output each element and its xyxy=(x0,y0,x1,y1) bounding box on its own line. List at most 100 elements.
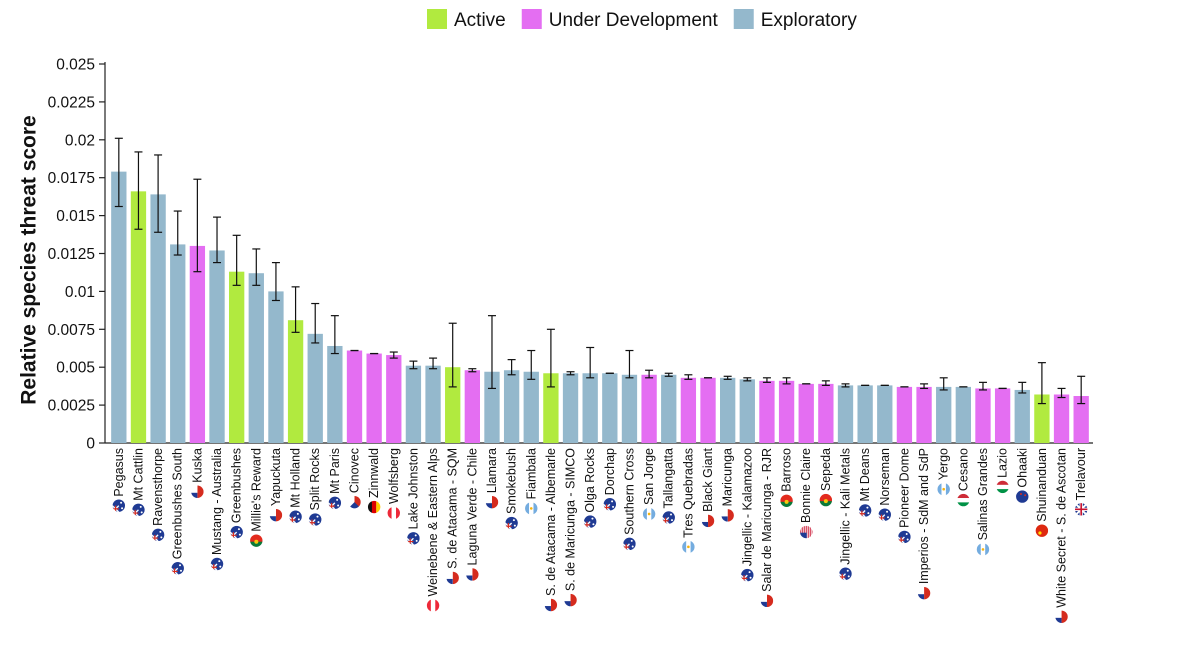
error-bar-lake-johnston xyxy=(409,360,418,370)
category-label: Cesano xyxy=(956,448,970,491)
bar-millie-s-reward xyxy=(248,273,264,443)
uk-flag-icon xyxy=(1074,502,1088,517)
bar-mt-deans xyxy=(857,385,873,443)
x-label-tres-quebradas: Tres Quebradas xyxy=(681,448,695,554)
new-zealand-flag-icon xyxy=(1015,489,1030,504)
error-bar-olga-rocks xyxy=(586,346,595,379)
australia-flag-icon xyxy=(112,498,126,513)
bars xyxy=(111,171,1089,444)
x-label-mt-paris: Mt Paris xyxy=(328,448,342,510)
category-label: Maricunga xyxy=(721,448,735,506)
x-label-cesano: Cesano xyxy=(956,448,970,507)
germany-flag-icon xyxy=(367,500,381,514)
x-label-cinovec: Cinovec xyxy=(348,448,362,509)
bar-smokebush xyxy=(503,370,520,443)
x-label-mt-holland: Mt Holland xyxy=(289,448,303,524)
austria-flag-icon xyxy=(386,506,401,520)
x-label-mustang-australia: Mustang - Australia xyxy=(210,448,224,571)
y-tick-label: 0.02 xyxy=(65,132,95,149)
bar-greenbushes xyxy=(229,271,245,443)
x-label-norseman: Norseman xyxy=(878,448,892,522)
x-label-s-de-maricunga-simco: S. de Maricunga - SIMCO xyxy=(564,448,578,607)
argentina-flag-icon xyxy=(642,507,656,521)
australia-flag-icon xyxy=(583,514,597,529)
legend-swatch xyxy=(733,9,754,29)
x-label-san-jorge: San Jorge xyxy=(642,448,656,521)
category-label: White Secret - S. de Ascotan xyxy=(1055,448,1069,608)
bar-fiambala xyxy=(523,371,539,443)
error-bar-san-jorge xyxy=(645,369,654,379)
x-label-kuska: Kuska xyxy=(190,448,205,499)
y-tick-label: 0.0075 xyxy=(48,322,95,339)
error-bar-mustang-australia xyxy=(213,216,222,264)
error-bar-southern-cross xyxy=(625,349,634,379)
error-bar-yapuckuta xyxy=(271,261,280,302)
error-bar-sepeda xyxy=(821,380,830,386)
legend-item-active: Active xyxy=(427,9,506,31)
australia-flag-icon xyxy=(308,512,323,527)
australia-flag-icon xyxy=(328,496,342,510)
error-bar-maricunga xyxy=(723,375,732,380)
category-label: Salinas Grandes xyxy=(976,448,990,540)
y-axis: 0 0.0025 0.005 0.0075 0.01 0.0125 0.015 0.0175 0… xyxy=(48,57,1093,453)
category-label: Yergo xyxy=(937,448,951,480)
error-bar-tallangatta xyxy=(664,372,673,377)
category-label: Kuska xyxy=(190,448,204,483)
bar-split-rocks xyxy=(307,333,323,443)
category-label: Cinovec xyxy=(348,448,362,493)
x-label-maricunga: Maricunga xyxy=(721,448,735,523)
bar-maricunga xyxy=(720,377,736,443)
bar-ravensthorpe xyxy=(150,194,166,443)
category-label: Lake Johnston xyxy=(406,448,420,529)
category-label: Sepeda xyxy=(819,448,833,491)
category-label: Greenbushes xyxy=(230,448,244,523)
category-label: Norseman xyxy=(878,448,892,506)
china-flag-icon xyxy=(1035,523,1049,538)
x-label-s-de-atacama-sqm: S. de Atacama - SQM xyxy=(445,448,460,585)
error-bar-trelavour xyxy=(1077,375,1086,405)
portugal-flag-icon xyxy=(819,493,833,507)
x-label-dorchap: Dorchap xyxy=(603,448,617,512)
category-label: Greenbushes South xyxy=(171,448,185,559)
chile-flag-icon xyxy=(544,598,558,612)
chile-flag-icon xyxy=(190,484,205,499)
x-label-salinas-grandes: Salinas Grandes xyxy=(976,448,990,557)
category-label: Mustang - Australia xyxy=(210,448,224,555)
legend-item-under-development: Under Development xyxy=(521,9,718,31)
category-label: Ohaaki xyxy=(1015,448,1029,488)
error-bar-mt-cattlin xyxy=(134,151,143,230)
australia-flag-icon xyxy=(838,566,853,581)
x-label-olga-rocks: Olga Rocks xyxy=(583,448,597,529)
bar-lazio xyxy=(994,388,1011,443)
category-label: Barroso xyxy=(780,448,794,492)
legend-swatch xyxy=(521,9,542,29)
argentina-flag-icon xyxy=(524,501,539,516)
bar-s-de-atacama-albemarle xyxy=(543,373,559,443)
category-label: Weinebene & Eastern Alps xyxy=(426,448,440,596)
x-label-sepeda: Sepeda xyxy=(819,448,833,507)
bar-weinebene-eastern-alps xyxy=(425,365,441,443)
bar-llamara xyxy=(484,371,500,443)
bar-greenbushes-south xyxy=(170,244,186,443)
austria-flag-icon xyxy=(426,598,440,613)
bar-norseman xyxy=(877,385,893,443)
category-label: San Jorge xyxy=(642,448,656,505)
bar-jingellic-kali-metals xyxy=(837,385,854,443)
category-label: Wolfsberg xyxy=(387,448,401,504)
category-label: Mt Paris xyxy=(328,448,342,494)
x-label-ravensthorpe: Ravensthorpe xyxy=(151,448,165,542)
error-bar-greenbushes-south xyxy=(173,210,182,256)
category-label: S. de Atacama - SQM xyxy=(446,448,460,569)
bar-laguna-verde-chile xyxy=(464,370,480,443)
category-label: Southern Cross xyxy=(622,448,636,535)
x-label-black-giant: Black Giant xyxy=(701,447,715,528)
czechia-flag-icon xyxy=(347,495,362,509)
bar-mustang-australia xyxy=(209,250,225,443)
y-tick-label: 0.0225 xyxy=(48,94,95,111)
portugal-flag-icon xyxy=(779,493,794,508)
chile-flag-icon xyxy=(485,495,499,509)
x-label-smokebush: Smokebush xyxy=(505,448,519,530)
error-bar-wolfsberg xyxy=(389,351,398,359)
chile-flag-icon xyxy=(445,571,460,585)
